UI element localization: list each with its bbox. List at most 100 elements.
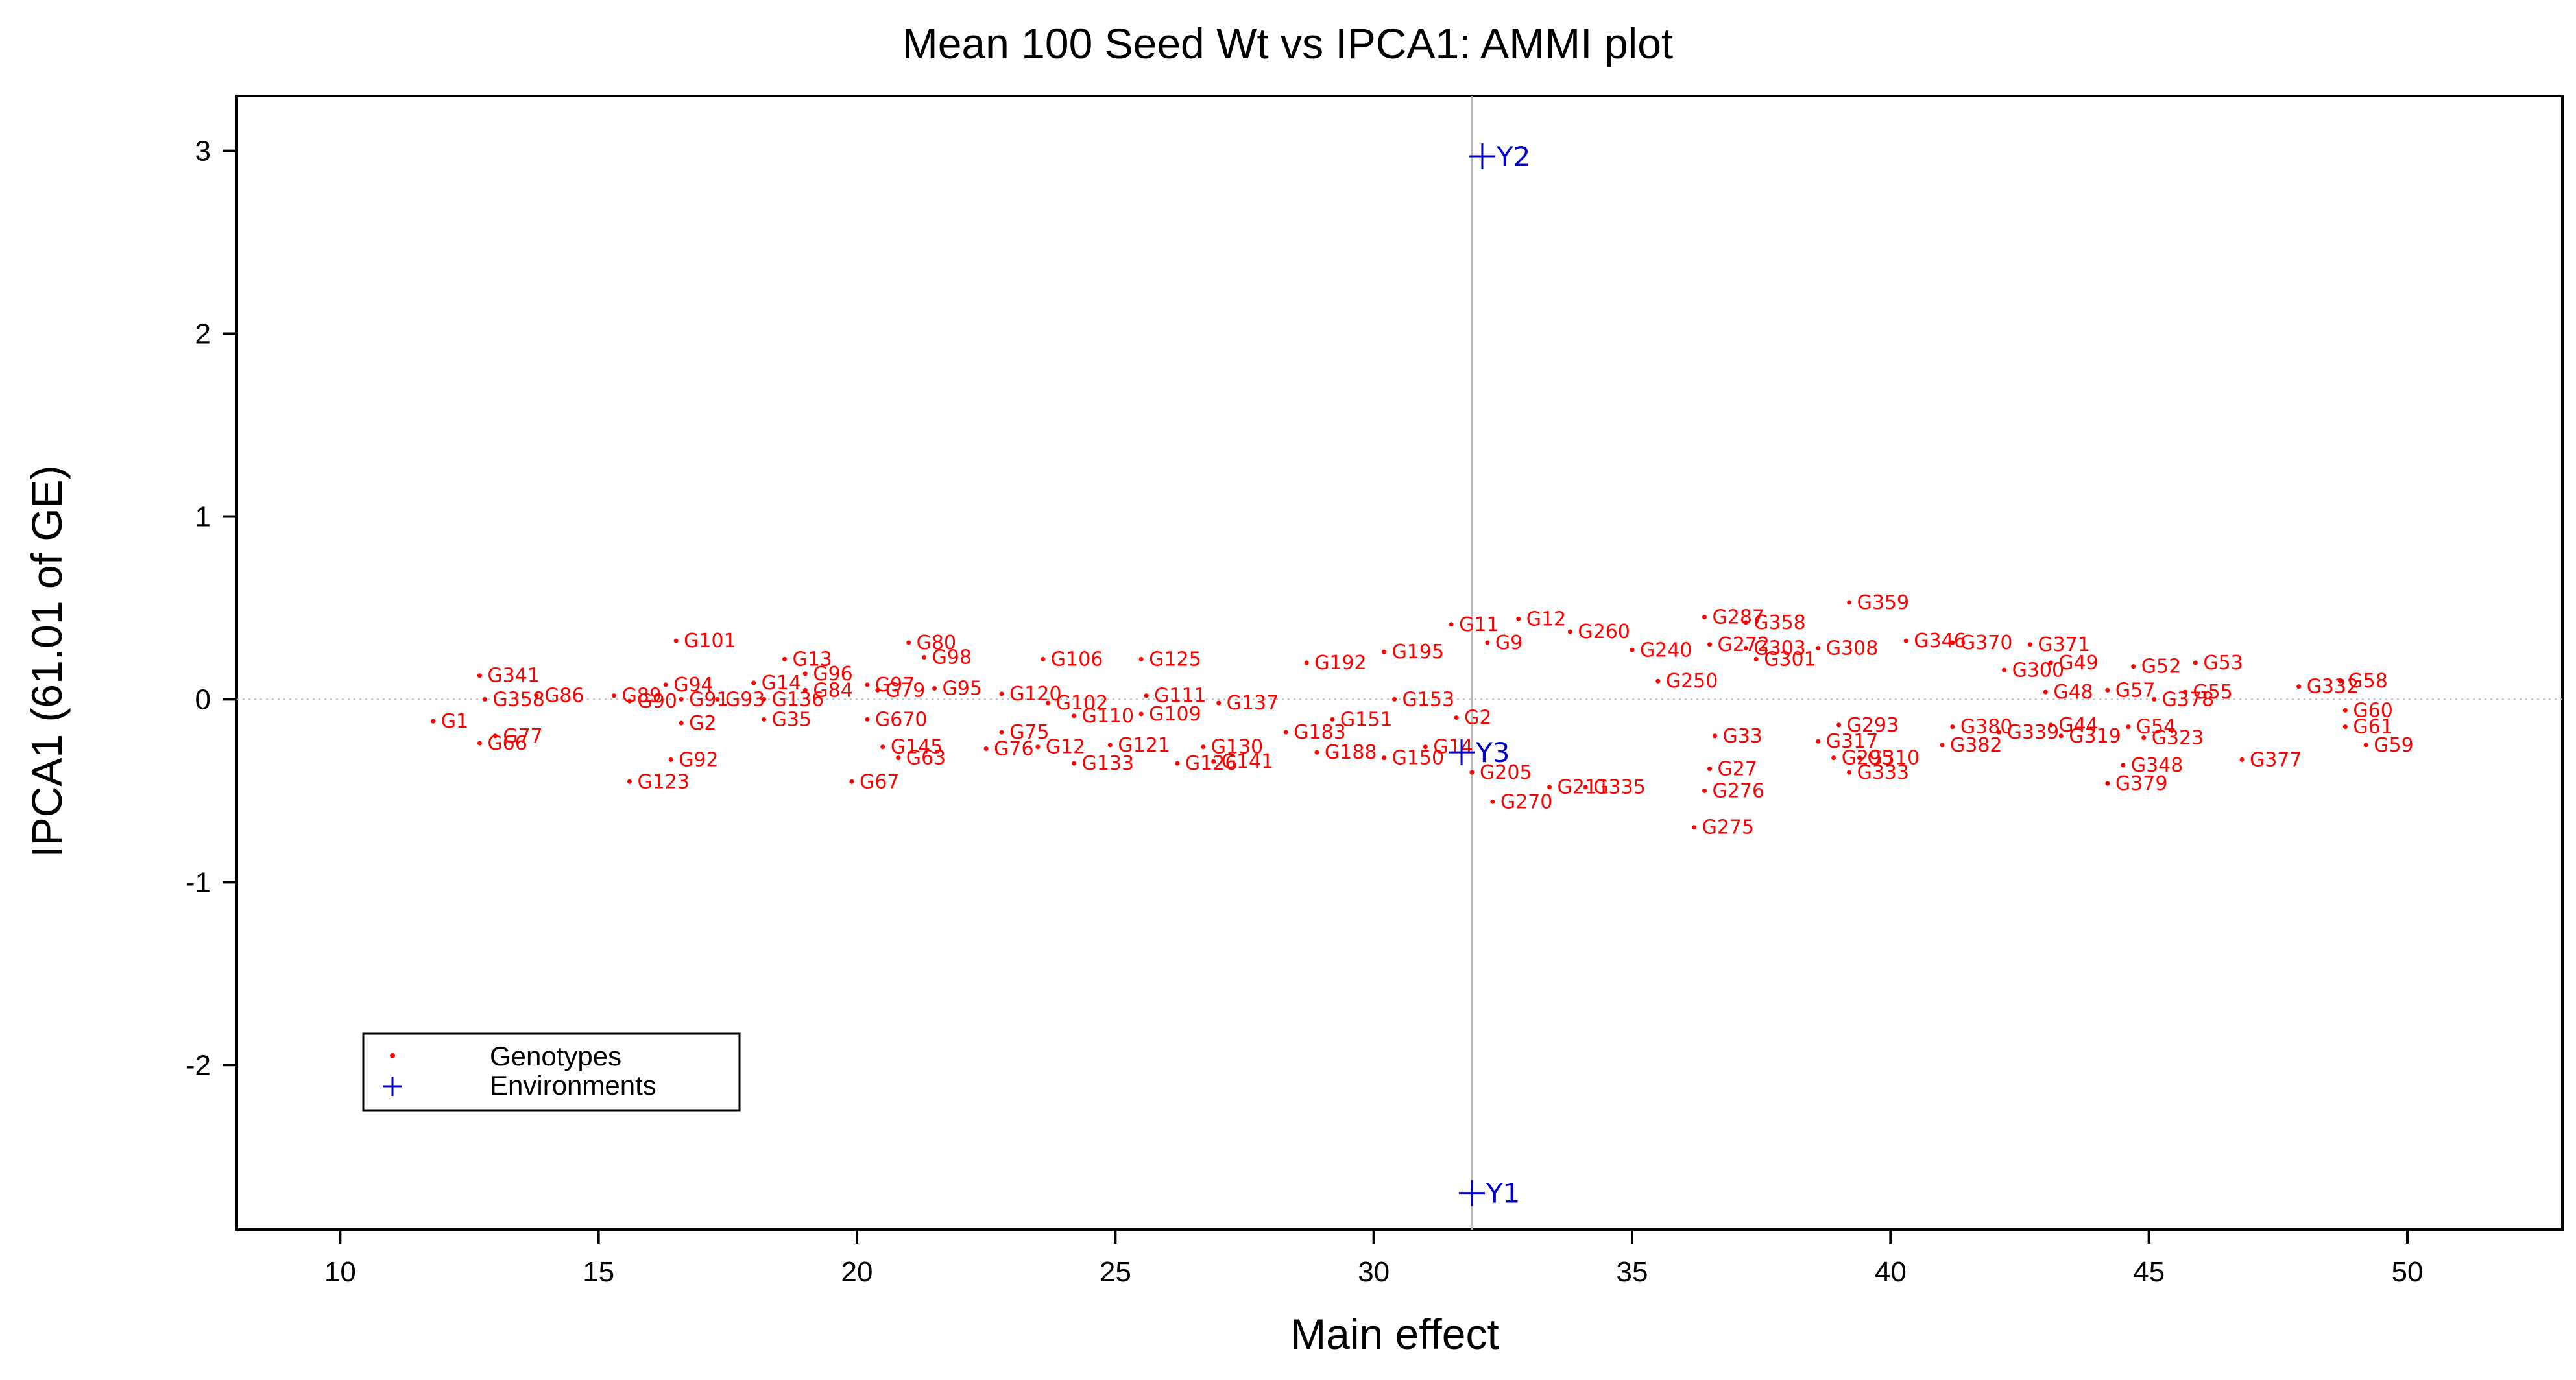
genotype-label: G205 [1480, 761, 1532, 784]
genotype-point [1035, 744, 1041, 750]
genotype-label: G98 [932, 647, 972, 669]
genotype-point [1485, 640, 1490, 645]
genotype-point [1692, 825, 1697, 830]
genotype-point [1138, 711, 1144, 717]
y-tick-label: 1 [195, 501, 211, 532]
genotype-point [679, 720, 684, 726]
genotype-point [2121, 763, 2126, 768]
genotype-point [668, 757, 673, 762]
genotype-point [1144, 693, 1149, 698]
genotype-label: G1 [441, 710, 468, 733]
genotype-point [1072, 761, 1077, 766]
genotype-label: G188 [1325, 741, 1377, 764]
genotype-point [1567, 629, 1572, 634]
genotype-point [865, 682, 870, 687]
genotype-label: G287 [1713, 606, 1765, 629]
genotype-label: G106 [1051, 648, 1103, 671]
genotype-label: G211 [1558, 776, 1610, 799]
genotype-point [1857, 755, 1862, 761]
genotype-label: G76 [994, 738, 1033, 761]
genotype-label: G317 [1826, 730, 1879, 753]
x-tick-label: 10 [324, 1256, 356, 1288]
legend-genotypes-marker [390, 1053, 395, 1058]
environment-label: Y2 [1496, 141, 1530, 172]
genotype-label: G137 [1227, 692, 1279, 715]
genotype-point [1392, 696, 1397, 702]
genotype-point [2105, 687, 2110, 693]
genotype-label: G192 [1314, 652, 1367, 674]
genotype-label: G136 [772, 688, 825, 711]
genotype-label: G2 [689, 712, 716, 735]
genotype-point [482, 696, 487, 702]
genotype-label: G2 [1464, 707, 1491, 730]
genotype-point [627, 779, 632, 784]
environment-marker [1459, 1180, 1486, 1206]
genotype-label: G12 [1526, 608, 1566, 630]
genotype-label: G75 [1009, 721, 1049, 744]
y-tick-label: 2 [195, 318, 211, 350]
genotype-point [751, 680, 756, 685]
genotype-point [1702, 788, 1707, 793]
genotype-label: G27 [1718, 758, 1757, 781]
genotype-point [1072, 713, 1077, 719]
genotype-label: G60 [2353, 699, 2392, 722]
genotype-label: G33 [1722, 725, 1762, 748]
genotype-label: G125 [1149, 648, 1201, 671]
genotype-point [2043, 689, 2048, 695]
genotype-label: G293 [1847, 714, 1899, 737]
genotype-point [1950, 640, 1955, 645]
genotype-point [999, 730, 1004, 735]
genotype-point [2002, 667, 2007, 672]
genotype-label: G14 [1433, 736, 1473, 759]
genotype-label: G9 [1495, 632, 1523, 654]
genotype-label: G93 [725, 688, 765, 711]
genotype-point [1330, 717, 1335, 722]
genotype-point [2141, 735, 2147, 741]
genotype-label: G382 [1950, 734, 2003, 757]
genotype-point [880, 744, 885, 750]
genotype-point [492, 733, 498, 739]
genotype-label: G358 [1753, 612, 1806, 634]
genotype-point [922, 655, 927, 660]
genotype-point [2193, 660, 2198, 665]
genotype-label: G323 [2152, 727, 2204, 750]
genotype-point [1997, 730, 2002, 735]
legend-box [362, 1032, 741, 1112]
genotype-label: G301 [1764, 648, 1816, 671]
genotype-point [1816, 645, 1821, 650]
genotype-point [2048, 660, 2053, 665]
genotype-point [1753, 656, 1759, 661]
y-tick-label: 0 [195, 684, 211, 715]
genotype-point [1940, 743, 1945, 748]
genotype-label: G380 [1960, 716, 2013, 739]
genotype-point [1211, 759, 1216, 764]
genotype-label: G77 [503, 725, 542, 748]
genotype-point [1950, 724, 1955, 730]
genotype-label: G346 [1914, 630, 1966, 652]
genotype-label: G109 [1149, 703, 1201, 726]
genotype-point [612, 693, 617, 698]
genotype-label: G91 [689, 688, 728, 711]
genotype-label: G250 [1666, 670, 1718, 693]
x-tick-label: 40 [1875, 1256, 1907, 1288]
genotype-label: G54 [2136, 716, 2176, 739]
genotype-point [1304, 660, 1309, 665]
genotype-label: G276 [1713, 779, 1765, 802]
genotype-label: G319 [2069, 725, 2121, 748]
genotype-point [906, 640, 911, 645]
environment-label: Y3 [1475, 737, 1510, 768]
y-axis-label: IPCA1 (61.01 of GE) [23, 465, 71, 857]
genotype-point [1283, 730, 1288, 735]
genotype-label: G111 [1154, 685, 1207, 708]
genotype-point [1707, 767, 1712, 772]
genotype-label: G260 [1578, 621, 1630, 643]
genotype-point [2058, 733, 2064, 739]
genotype-point [2182, 689, 2187, 695]
genotype-point [1041, 656, 1046, 661]
genotype-point [431, 719, 436, 724]
genotype-point [534, 693, 539, 698]
genotype-label: G341 [487, 665, 540, 687]
genotype-label: G86 [544, 685, 584, 708]
